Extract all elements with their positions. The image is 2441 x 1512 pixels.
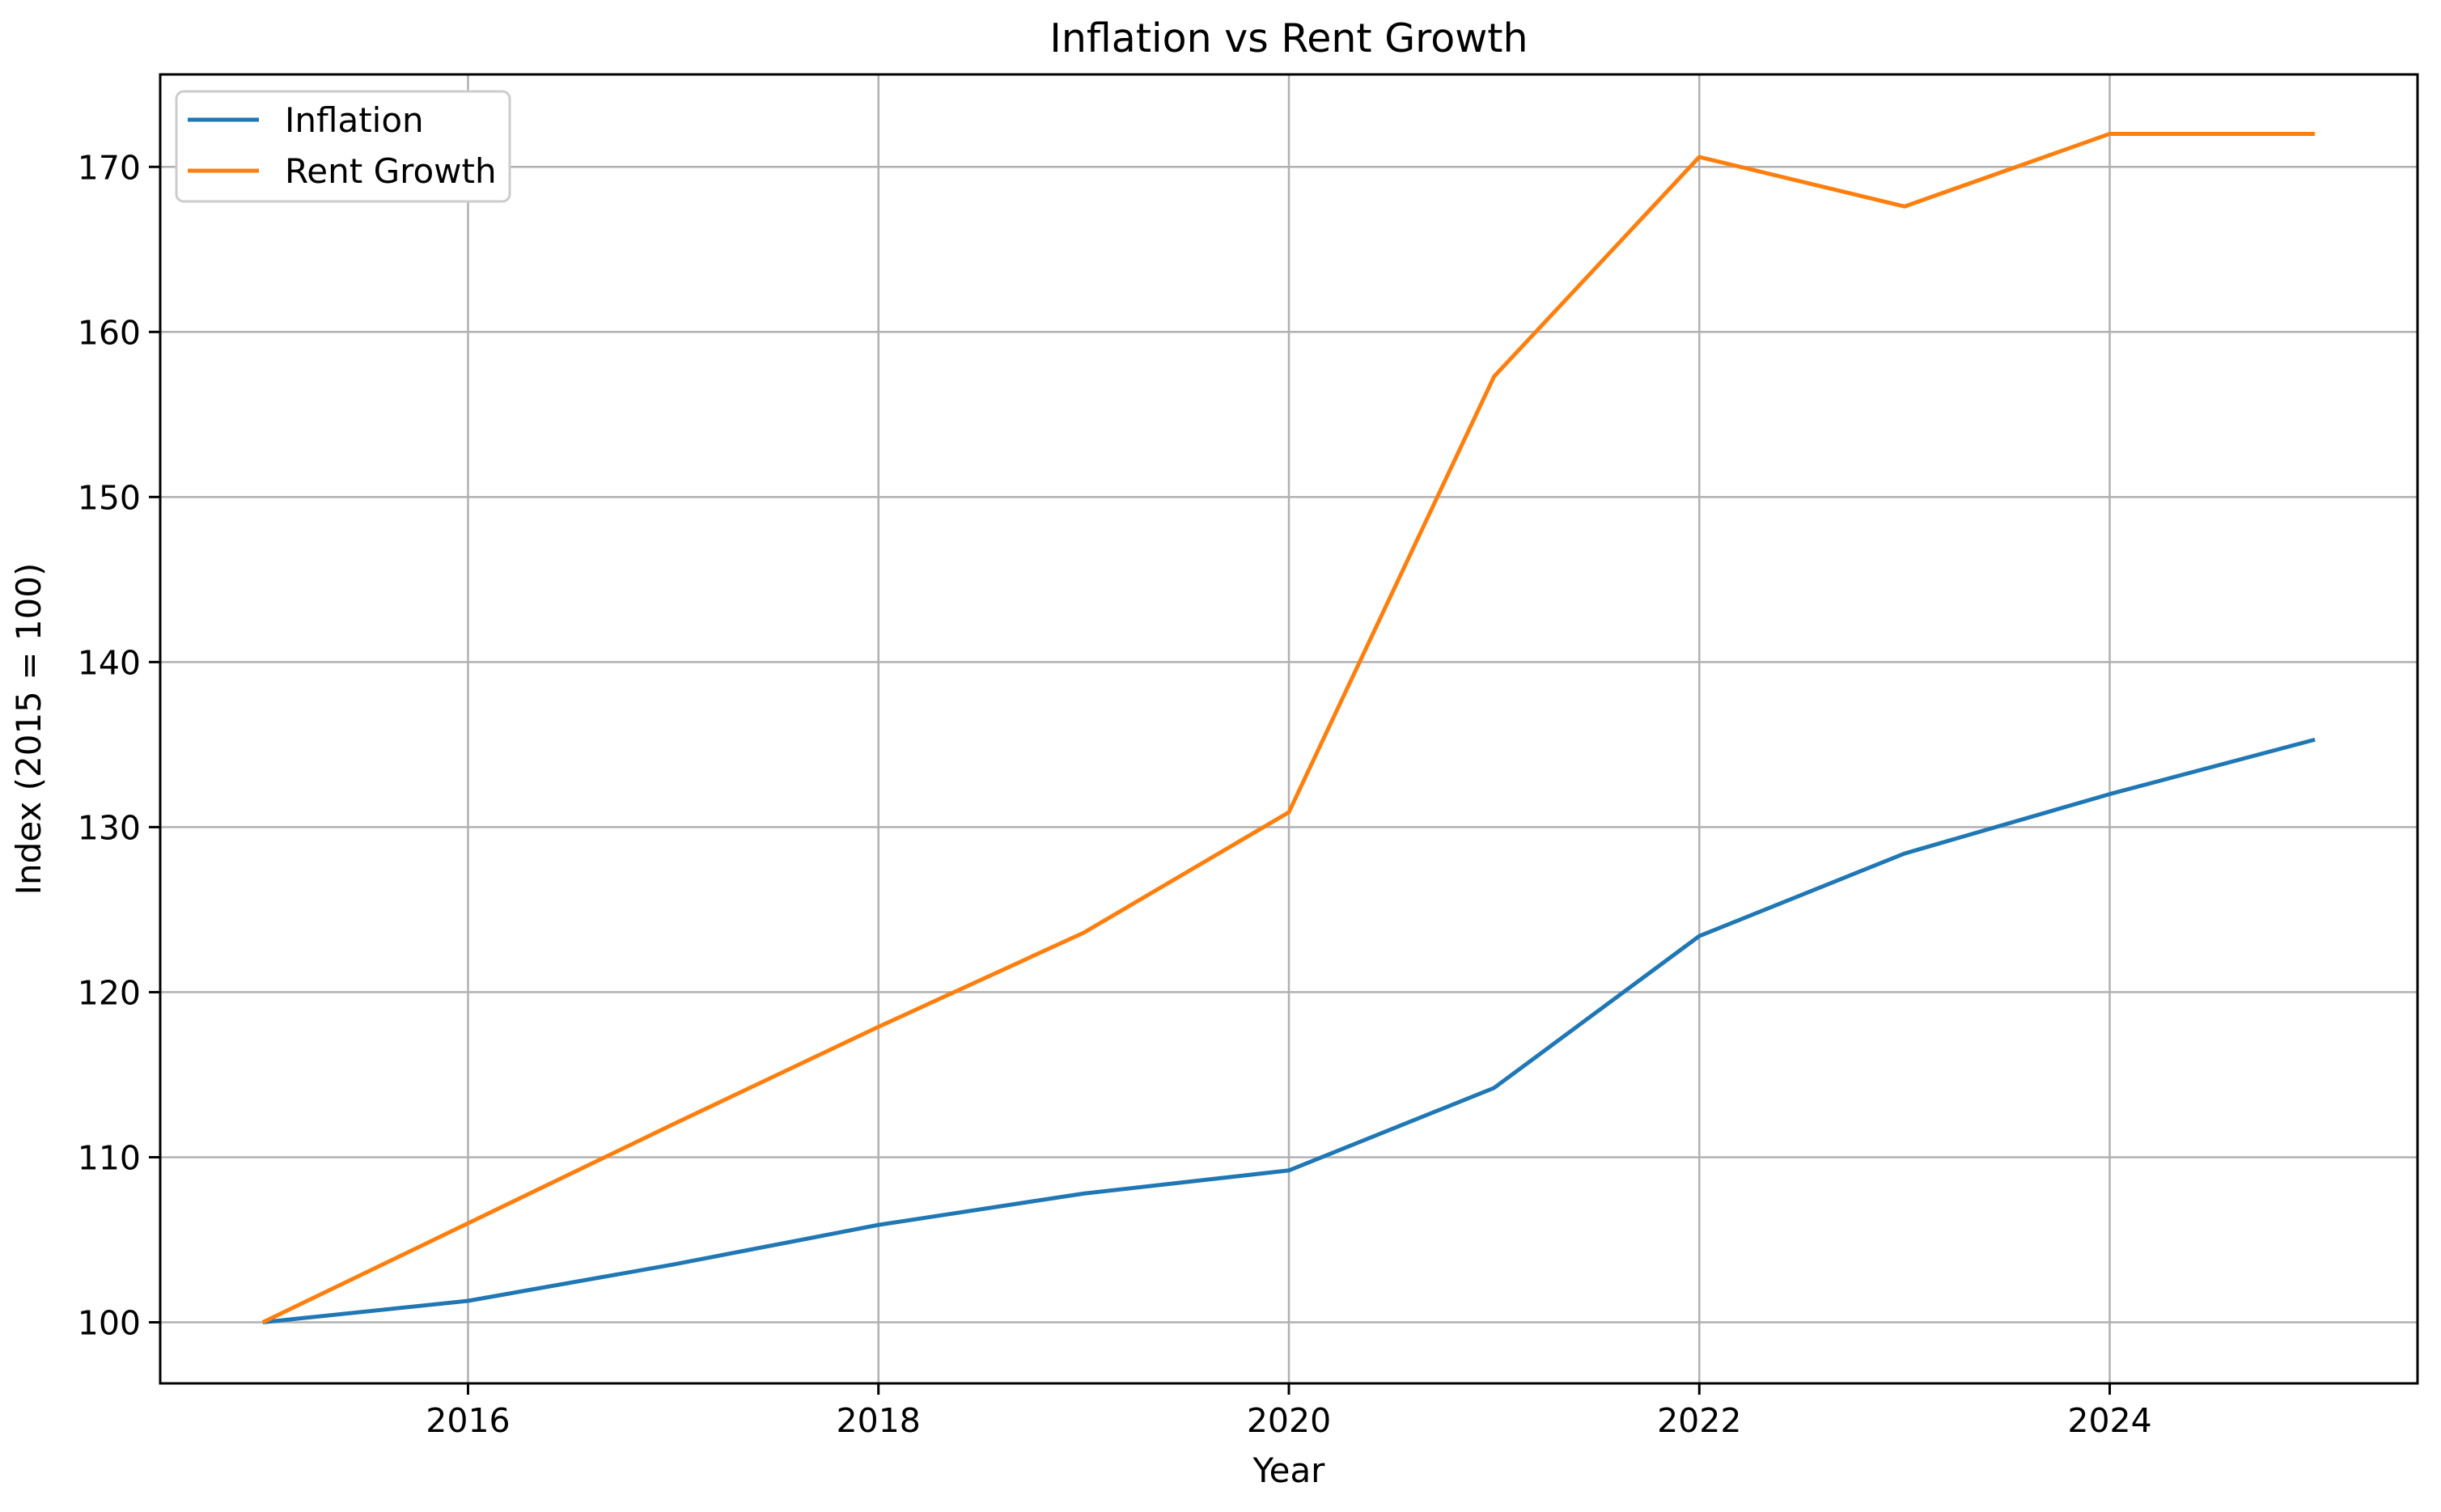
legend-label-rent-growth: Rent Growth	[285, 151, 497, 191]
x-tick-label-2020: 2020	[1247, 1401, 1331, 1440]
y-tick-label-130: 130	[78, 808, 141, 847]
y-tick-label-160: 160	[78, 313, 141, 352]
tick-layer: 2016 2018 2020 2022 2024 100 110 120 130 140 150 16…	[78, 148, 2152, 1440]
rent-growth-line	[261, 131, 2316, 1324]
y-tick-label-140: 140	[78, 643, 141, 682]
chart-title: Inflation vs Rent Growth	[1049, 15, 1528, 61]
x-tick-label-2022: 2022	[1657, 1401, 1741, 1440]
series-layer	[261, 131, 2316, 1324]
grid-layer	[160, 74, 2418, 1383]
legend: Inflation Rent Growth	[175, 90, 511, 203]
y-tick-label-120: 120	[78, 973, 141, 1012]
x-tick-label-2018: 2018	[837, 1401, 921, 1440]
x-tick-label-2016: 2016	[426, 1401, 510, 1440]
y-tick-label-100: 100	[78, 1304, 141, 1343]
legend-box	[175, 90, 511, 203]
y-axis-label: Index (2015 = 100)	[9, 563, 49, 896]
y-tick-label-170: 170	[78, 148, 141, 187]
x-axis-label: Year	[1252, 1451, 1326, 1490]
x-tick-label-2024: 2024	[2067, 1401, 2151, 1440]
y-tick-label-150: 150	[78, 478, 141, 517]
legend-label-inflation: Inflation	[285, 100, 424, 140]
y-tick-label-110: 110	[78, 1138, 141, 1177]
inflation-line	[262, 737, 2316, 1324]
